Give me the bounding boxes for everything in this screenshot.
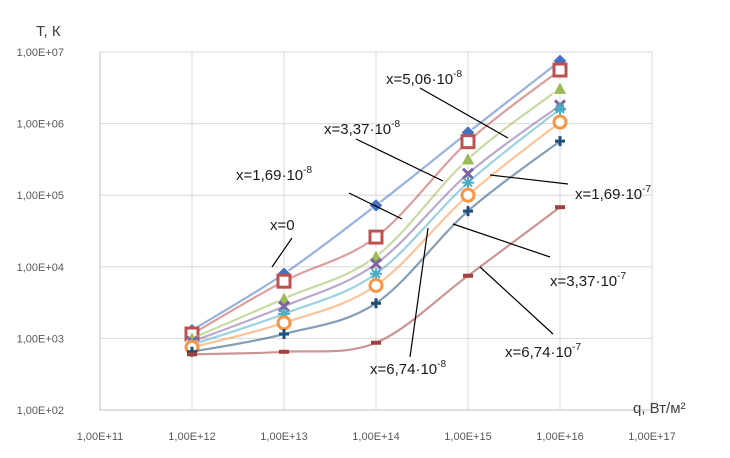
annotation-exponent: -8 bbox=[303, 165, 312, 176]
annotation-label: x=6,74·10-7 bbox=[505, 342, 581, 361]
annotation-base: x=1,69·10 bbox=[575, 186, 642, 203]
annotation-label: x=3,37·10-8 bbox=[324, 119, 400, 138]
annotation-leader-line bbox=[409, 227, 429, 358]
annotation-leader-line bbox=[348, 192, 403, 220]
annotation-exponent: -7 bbox=[617, 271, 626, 282]
x-tick-label: 1,00E+14 bbox=[352, 431, 399, 443]
annotation-exponent: -8 bbox=[391, 119, 400, 130]
data-point-marker bbox=[279, 329, 289, 340]
data-point-marker bbox=[552, 114, 568, 130]
data-point-marker bbox=[368, 277, 384, 293]
data-point-marker bbox=[552, 80, 568, 95]
annotation-base: x=6,74·10 bbox=[370, 361, 437, 378]
annotation-base: x=6,74·10 bbox=[505, 344, 572, 361]
x-tick-label: 1,00E+11 bbox=[77, 431, 124, 443]
data-point-marker bbox=[460, 134, 476, 150]
annotation-label: x=6,74·10-8 bbox=[370, 359, 446, 378]
y-tick-label: 1,00E+03 bbox=[17, 333, 64, 345]
annotation-base: x=3,37·10 bbox=[550, 273, 617, 290]
annotation-exponent: -8 bbox=[437, 359, 446, 370]
annotation-leader-line bbox=[419, 87, 509, 139]
y-axis-title: T, К bbox=[36, 23, 61, 40]
annotation-base: x=0 bbox=[270, 217, 295, 234]
data-point-marker bbox=[460, 187, 476, 203]
annotation-base: x=1,69·10 bbox=[236, 167, 303, 184]
x-tick-label: 1,00E+15 bbox=[444, 431, 491, 443]
x-tick-label: 1,00E+16 bbox=[536, 431, 583, 443]
data-point-marker bbox=[368, 197, 384, 214]
x-tick-label: 1,00E+17 bbox=[628, 431, 675, 443]
series-layer bbox=[184, 53, 568, 357]
data-point-marker bbox=[369, 257, 383, 270]
annotation-leader-line bbox=[489, 174, 569, 185]
data-point-marker bbox=[276, 315, 292, 331]
data-point-marker bbox=[463, 206, 473, 217]
data-point-marker bbox=[370, 267, 382, 280]
series-1 bbox=[184, 62, 568, 342]
annotation-base: x=5,06·10 bbox=[386, 71, 453, 88]
data-point-marker bbox=[555, 136, 565, 147]
annotation-exponent: -7 bbox=[642, 184, 651, 195]
annotation-leader-line bbox=[479, 266, 554, 335]
y-tick-label: 1,00E+05 bbox=[17, 190, 64, 202]
annotation-leader-line bbox=[355, 138, 444, 182]
data-point-marker bbox=[552, 62, 568, 78]
series-line bbox=[191, 140, 561, 353]
x-axis-title: q, Вт/м² bbox=[633, 400, 686, 417]
annotation-leader-line bbox=[271, 237, 293, 268]
annotation-labels: x=5,06·10-8x=3,37·10-8x=1,69·10-8x=0x=1,… bbox=[236, 69, 651, 378]
y-tick-label: 1,00E+02 bbox=[17, 405, 64, 417]
data-point-marker bbox=[276, 273, 292, 289]
tick-labels: 1,00E+11 1,00E+12 1,00E+13 1,00E+14 1,00E+15… bbox=[17, 47, 676, 443]
data-point-marker bbox=[462, 176, 474, 189]
data-point-marker bbox=[461, 167, 475, 180]
data-point-marker bbox=[554, 102, 566, 115]
annotation-exponent: -8 bbox=[453, 69, 462, 80]
y-tick-label: 1,00E+06 bbox=[17, 119, 64, 131]
data-point-marker bbox=[460, 150, 476, 166]
annotation-leader-line bbox=[452, 223, 551, 258]
annotation-label: x=3,37·10-7 bbox=[550, 271, 626, 290]
x-tick-label: 1,00E+12 bbox=[168, 431, 215, 443]
series-7 bbox=[187, 205, 565, 357]
x-tick-label: 1,00E+13 bbox=[260, 431, 307, 443]
leader-lines bbox=[271, 87, 569, 358]
data-point-marker bbox=[371, 340, 381, 345]
data-point-marker bbox=[371, 298, 381, 309]
data-point-marker bbox=[187, 352, 197, 357]
y-tick-label: 1,00E+07 bbox=[17, 47, 64, 59]
data-point-marker bbox=[555, 205, 565, 210]
annotation-label: x=0 bbox=[270, 217, 295, 234]
annotation-exponent: -7 bbox=[572, 342, 581, 353]
annotation-label: x=5,06·10-8 bbox=[386, 69, 462, 88]
data-point-marker bbox=[463, 273, 473, 278]
annotation-label: x=1,69·10-7 bbox=[575, 184, 651, 203]
data-point-marker bbox=[279, 349, 289, 354]
data-point-marker bbox=[368, 229, 384, 245]
annotation-label: x=1,69·10-8 bbox=[236, 165, 312, 184]
y-tick-label: 1,00E+04 bbox=[17, 262, 64, 274]
data-point-marker bbox=[278, 307, 290, 320]
annotation-base: x=3,37·10 bbox=[324, 121, 391, 138]
series-6 bbox=[187, 136, 565, 357]
